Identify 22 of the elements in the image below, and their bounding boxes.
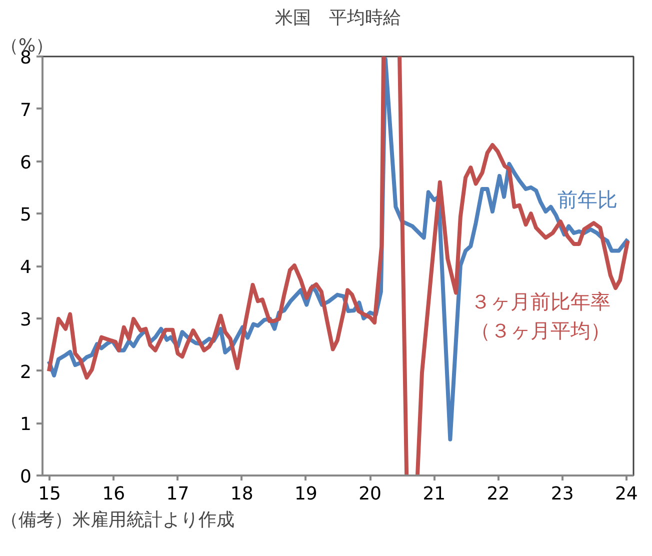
x-tick-label: 23 (550, 484, 574, 504)
x-tick-label: 22 (486, 484, 510, 504)
chart-title: 米国 平均時給 (275, 8, 401, 28)
y-tick-label: 5 (20, 204, 32, 226)
y-tick-label: 4 (20, 257, 32, 278)
x-tick-label: 24 (614, 484, 638, 504)
y-tick-label: 0 (20, 466, 32, 488)
y-tick-label: 6 (20, 152, 32, 174)
y-tick-label: 7 (20, 100, 32, 121)
x-tick-label: 21 (422, 484, 446, 504)
x-tick-label: 15 (38, 484, 62, 504)
x-tick-label: 19 (294, 484, 318, 504)
x-tick-label: 18 (230, 484, 254, 504)
y-tick-label: 1 (20, 414, 32, 436)
x-tick-label: 16 (102, 484, 126, 504)
series-label: ３ヶ月前比年率（３ヶ月平均） (470, 289, 611, 342)
y-tick-label: 2 (20, 362, 32, 383)
x-tick-label: 17 (166, 484, 190, 504)
text: （備考）米雇用統計より作成 (0, 510, 234, 530)
x-tick-label: 20 (358, 484, 382, 504)
series-label: 前年比 (558, 187, 618, 212)
y-tick-label: 3 (20, 309, 32, 330)
